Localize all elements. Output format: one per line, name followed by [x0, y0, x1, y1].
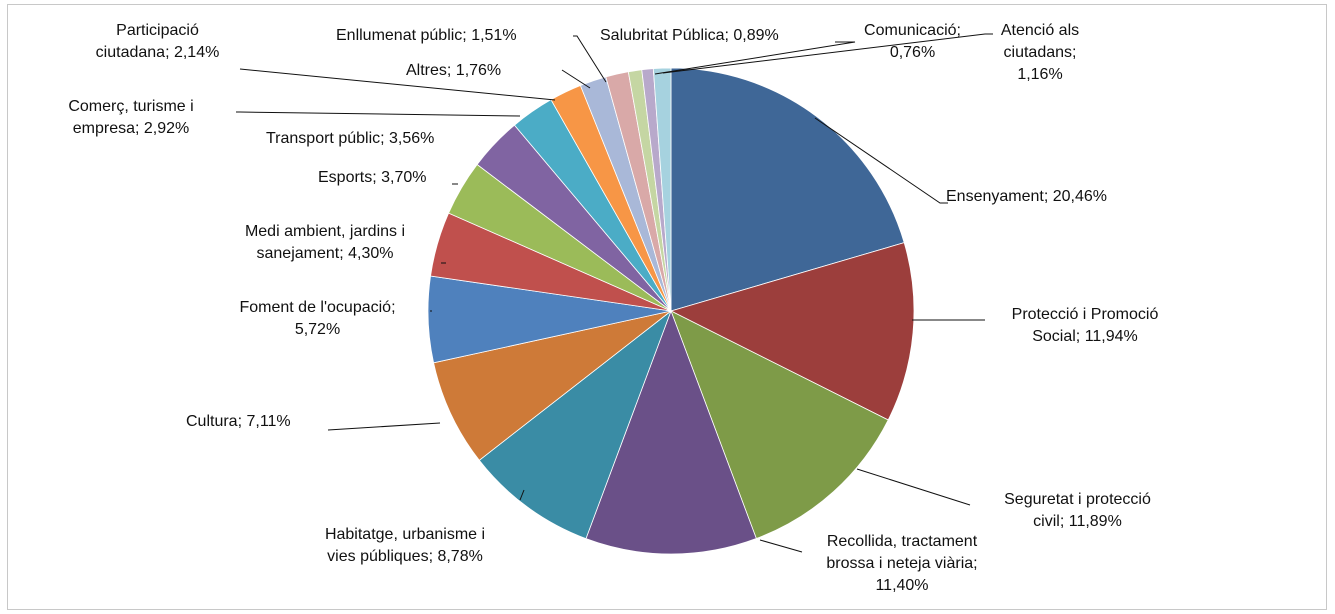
pie-slice-2	[670, 310, 889, 540]
pie-slices	[427, 67, 915, 555]
pie-slice-3	[585, 309, 757, 555]
label-enllumenat: Enllumenat públic; 1,51%	[336, 27, 517, 44]
leader-line-4	[519, 489, 525, 501]
label-habitatge: Habitatge, urbanisme i vies públiques; 8,…	[324, 526, 486, 565]
label-foment: Foment de l'ocupació; 5,72%	[239, 299, 396, 338]
leader-line-15	[662, 33, 993, 74]
leader-line-11	[239, 68, 556, 101]
label-ensenyament: Ensenyament; 20,46%	[946, 188, 1107, 205]
label-participacio: Participació ciutadana; 2,14%	[95, 22, 220, 61]
label-cultura: Cultura; 7,11%	[186, 413, 291, 430]
label-seguretat: Seguretat i protecció civil; 11,89%	[1004, 491, 1151, 530]
label-comunicacio: Comunicació; 0,76%	[864, 22, 961, 61]
label-proteccio: Protecció i Promoció Social; 11,94%	[1011, 306, 1159, 345]
label-medi: Medi ambient, jardins i sanejament; 4,30%	[244, 223, 406, 262]
leader-lines	[236, 33, 993, 553]
label-atencio: Atenció als ciutadans; 1,16%	[1000, 22, 1080, 83]
label-esports: Esports; 3,70%	[318, 169, 427, 186]
label-altres: Altres; 1,76%	[406, 62, 502, 79]
label-salubritat: Salubritat Pública; 0,89%	[600, 27, 779, 44]
leader-line-2	[856, 468, 971, 506]
leader-line-10	[236, 111, 521, 117]
leader-line-14	[654, 41, 856, 75]
leader-line-0	[814, 117, 948, 204]
leader-line-5	[327, 422, 441, 431]
label-comerc: Comerç, turisme i empresa; 2,92%	[68, 98, 194, 137]
label-recollida: Recollida, tractament brossa i neteja vià…	[826, 533, 978, 594]
pie-slice-5	[433, 310, 672, 461]
leader-line-12	[561, 69, 591, 89]
label-transport: Transport públic; 3,56%	[266, 130, 435, 147]
pie-slice-16	[652, 67, 672, 312]
leader-line-3	[759, 539, 803, 553]
pie-slice-4	[478, 309, 672, 540]
leader-line-13	[573, 35, 607, 83]
pie-slice-1	[669, 242, 915, 421]
pie-slice-0	[670, 67, 905, 312]
